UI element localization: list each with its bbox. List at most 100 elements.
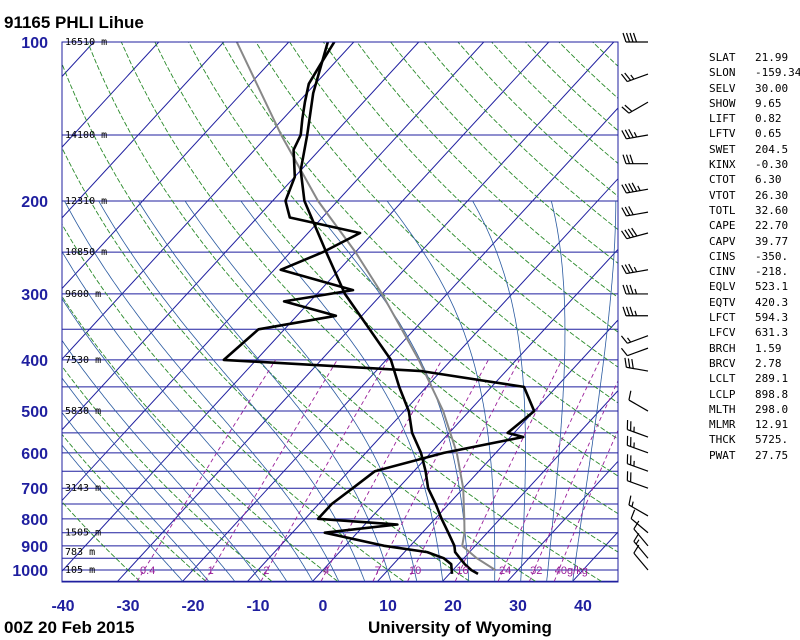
index-key: SHOW [709, 96, 736, 110]
barb-staff [627, 480, 649, 489]
index-key: LCLT [709, 372, 736, 386]
barb-full [628, 128, 634, 138]
isotherm-line [62, 42, 95, 78]
pressure-tick-label: 800 [21, 512, 48, 529]
height-label: 1505 m [65, 528, 101, 539]
barb-full [620, 335, 628, 344]
height-label: 16510 m [65, 37, 107, 48]
index-value: 30.00 [755, 81, 789, 95]
isotherm-line [507, 460, 618, 582]
height-label: 7530 m [65, 355, 101, 366]
index-value: 12.91 [755, 418, 789, 432]
index-key: BRCV [709, 356, 736, 370]
dry-adiabat [120, 42, 618, 553]
sounding-profiles [222, 42, 536, 576]
index-row: KINX -0.30 [709, 157, 800, 172]
mixing-ratio-label: 7 [375, 565, 381, 577]
chart-title: 91165 PHLI Lihue [4, 13, 144, 32]
barb-staff [633, 540, 649, 559]
index-value: 420.3 [755, 295, 789, 309]
wind-barb [621, 206, 649, 217]
barb-full [622, 306, 627, 316]
index-key: CAPV [709, 234, 736, 248]
barb-full [621, 130, 627, 140]
index-key: SLON [709, 66, 736, 80]
barb-staff [627, 73, 649, 83]
mixing-ratio-line [497, 359, 601, 582]
index-row: CINS -350. [709, 249, 800, 264]
temperature-tick-label: -30 [116, 598, 139, 615]
temperature-tick-label: 20 [444, 598, 462, 615]
dry-adiabat [87, 42, 602, 582]
height-label: 105 m [65, 565, 95, 576]
barb-staff [626, 366, 649, 372]
mixing-ratio-line [454, 359, 563, 582]
index-row: SELV 30.00 [709, 81, 800, 96]
moist-adiabat [62, 411, 210, 582]
mixing-ratio-label: 10 [409, 565, 421, 577]
index-value: 0.65 [755, 127, 782, 141]
barb-staff [627, 463, 649, 472]
dewpoint-profile [222, 42, 536, 574]
barb-full [625, 306, 631, 316]
mixing-ratio-label: 16 [456, 565, 468, 577]
height-label: 5830 m [65, 406, 101, 417]
index-value: 5725. [755, 433, 789, 447]
index-value: 298.0 [755, 402, 789, 416]
pressure-tick-label: 100 [21, 35, 48, 52]
mixing-ratio-line [204, 359, 338, 582]
parcel-path [235, 42, 496, 571]
index-row: CTOT 6.30 [709, 172, 800, 187]
dry-adiabat [62, 62, 536, 582]
index-row: LFCT 594.3 [709, 310, 800, 325]
barb-full [629, 284, 634, 295]
barb-half [633, 132, 638, 138]
index-row: THCK 5725. [709, 432, 800, 447]
pressure-tick-label: 700 [21, 481, 48, 498]
barb-full [628, 206, 634, 216]
index-value: 523.1 [755, 280, 789, 294]
index-row: CINV -218. [709, 264, 800, 279]
wind-barb [620, 72, 649, 83]
barb-full [633, 520, 640, 530]
barb-full [628, 495, 632, 506]
dry-adiabat [62, 146, 470, 582]
isotherm-line [312, 248, 618, 582]
moist-adiabat [546, 200, 566, 582]
wind-barb [622, 306, 648, 317]
barb-full [627, 358, 631, 368]
footer-date: 00Z 20 Feb 2015 [4, 618, 134, 637]
height-label: 783 m [65, 547, 95, 558]
barb-full [620, 73, 628, 82]
barb-full [624, 206, 631, 216]
wind-barb [622, 154, 648, 165]
index-row: BRCV 2.78 [709, 356, 800, 371]
barb-staff [627, 335, 649, 344]
barb-half [627, 337, 632, 343]
barb-full [621, 264, 627, 274]
barb-full [632, 32, 638, 43]
barb-staff [626, 232, 649, 240]
barb-full [624, 229, 631, 239]
index-value: 32.60 [755, 203, 789, 217]
index-key: LCLP [709, 387, 736, 401]
barb-full [631, 182, 638, 192]
index-row: MLTH 298.0 [709, 402, 800, 417]
barb-half [634, 310, 638, 316]
barb-half [634, 288, 638, 295]
index-value: -218. [755, 265, 789, 279]
barb-staff [628, 399, 649, 412]
wind-barb [621, 227, 649, 240]
index-key: VTOT [709, 188, 736, 202]
index-row: SLON -159.34 [709, 65, 800, 80]
barb-half [633, 266, 638, 273]
barb-full [622, 154, 627, 164]
dry-adiabat [154, 42, 618, 515]
index-row: SLAT 21.99 [709, 50, 800, 65]
pressure-tick-label: 1000 [12, 563, 48, 580]
isotherm-line [62, 42, 160, 148]
moist-adiabat [572, 200, 617, 582]
index-value: 27.75 [755, 448, 789, 462]
wind-barbs [620, 32, 649, 571]
moist-adiabat [62, 444, 183, 582]
